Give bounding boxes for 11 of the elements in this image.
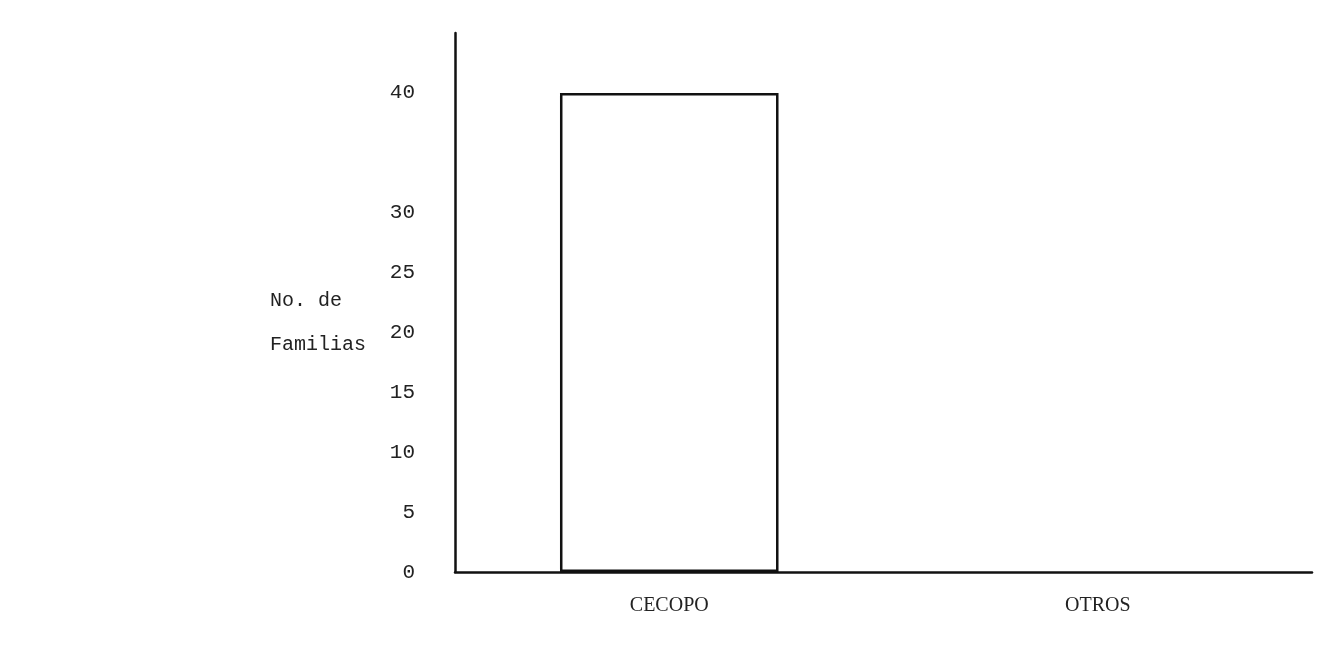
y-tick-label: 10 (389, 440, 415, 464)
x-tick-label: CECOPO (629, 593, 709, 615)
y-tick-label: 25 (389, 261, 415, 285)
y-tick-label: 20 (389, 320, 415, 344)
x-tick-label: OTROS (1064, 593, 1131, 615)
y-tick-label: 40 (389, 81, 415, 105)
y-tick-label: 15 (389, 380, 415, 404)
y-axis-title: No. de Familias (270, 288, 367, 356)
y-tick-label: 5 (402, 500, 415, 524)
y-tick-label: 30 (389, 201, 415, 225)
y-tick-label: 0 (402, 560, 415, 584)
